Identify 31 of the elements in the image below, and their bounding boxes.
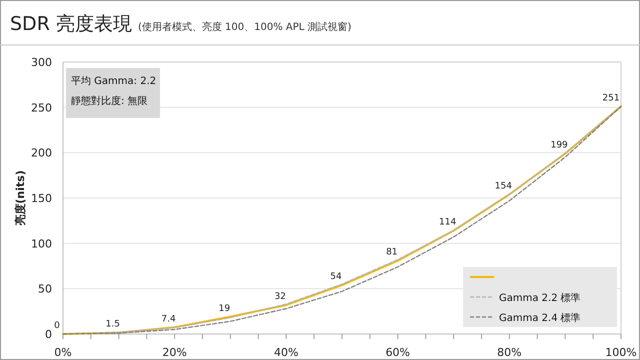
data-label: 199 — [550, 140, 568, 151]
chart-title: SDR 亮度表現 — [10, 13, 132, 35]
y-tick-label: 300 — [31, 56, 52, 69]
data-label: 54 — [330, 272, 342, 282]
y-tick-label: 100 — [31, 237, 52, 250]
data-label: 154 — [494, 181, 512, 192]
data-label: 19 — [218, 304, 230, 314]
annotation: 靜態對比度: 無限 — [71, 95, 148, 107]
data-label: 251 — [602, 93, 620, 104]
annotation: 平均 Gamma: 2.2 — [71, 75, 156, 87]
y-tick-label: 200 — [31, 146, 52, 160]
legend-label: Gamma 2.4 標準 — [499, 312, 581, 324]
chart-subtitle: (使用者模式、亮度 100、100% APL 測試視窗) — [138, 21, 352, 33]
data-label: 7.4 — [161, 314, 176, 324]
data-label: 32 — [274, 292, 286, 302]
x-tick-label: 40% — [274, 346, 298, 359]
y-axis-title: 亮度(nits) — [14, 170, 27, 227]
legend-label: Gamma 2.2 標準 — [499, 292, 581, 304]
x-tick-label: 20% — [162, 346, 187, 359]
x-tick-label: 0% — [54, 346, 72, 359]
data-label: 1.5 — [106, 320, 120, 330]
data-label: 0 — [54, 321, 60, 331]
y-tick-label: 250 — [31, 101, 52, 114]
y-tick-label: 150 — [31, 192, 52, 205]
y-tick-label: 0 — [45, 328, 52, 341]
x-tick-label: 60% — [386, 346, 410, 359]
data-label: 81 — [386, 248, 398, 258]
x-tick-label: 80% — [497, 346, 522, 359]
data-label: 114 — [439, 218, 456, 228]
x-tick-label: 100% — [605, 346, 637, 359]
y-tick-label: 50 — [38, 282, 52, 296]
